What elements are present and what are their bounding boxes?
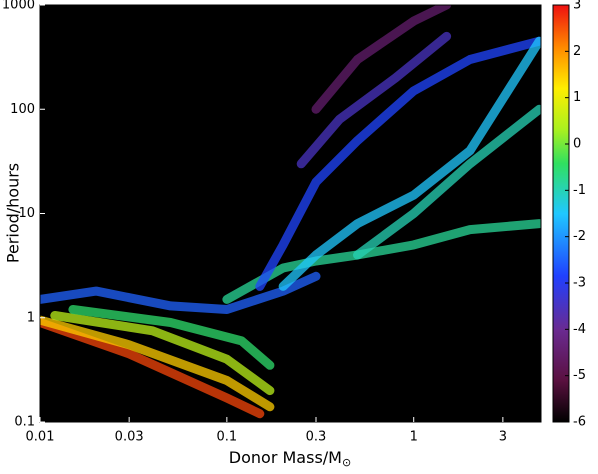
colorbar-tick-label: -6 (573, 415, 586, 430)
track (353, 104, 541, 260)
colorbar-tick-label: -3 (573, 276, 586, 291)
colorbar-tick-label: -1 (573, 183, 586, 198)
track (296, 31, 452, 169)
x-axis-label: Donor Mass/M⊙ (229, 448, 351, 470)
track (40, 315, 275, 412)
y-axis-label: Period/hours (4, 163, 23, 263)
colorbar-tick-label: 3 (573, 0, 581, 13)
colorbar-tick-label: -5 (573, 368, 586, 383)
x-tick-label: 1 (410, 430, 418, 445)
y-tick-label: 1 (27, 310, 35, 325)
track (68, 305, 275, 370)
track (311, 5, 452, 114)
y-tick-label: 100 (10, 102, 35, 117)
y-tick-label: 1000 (2, 0, 35, 13)
track (50, 311, 275, 396)
plot-background (40, 5, 541, 422)
y-tick-label: 0.1 (14, 415, 35, 430)
track (40, 271, 321, 314)
x-tick-label: 0.3 (306, 430, 327, 445)
track (278, 36, 541, 291)
colorbar-tick-label: -4 (573, 322, 586, 337)
x-tick-label: 0.1 (217, 430, 238, 445)
x-label-text: Donor Mass/M (229, 448, 342, 467)
x-tick-label: 0.01 (26, 430, 55, 445)
track (40, 318, 265, 419)
colorbar-tick-label: -2 (573, 229, 586, 244)
x-tick-label: 0.03 (115, 430, 144, 445)
colorbar-tick-label: 2 (573, 44, 581, 59)
x-label-subscript: ⊙ (342, 456, 351, 469)
y-tick-label: 10 (18, 206, 35, 221)
tracks (40, 5, 541, 419)
track (255, 36, 541, 291)
colorbar-tick-label: 1 (573, 90, 581, 105)
colorbar (552, 4, 570, 423)
x-tick-label: 3 (499, 430, 507, 445)
colorbar-tick-label: 0 (573, 137, 581, 152)
